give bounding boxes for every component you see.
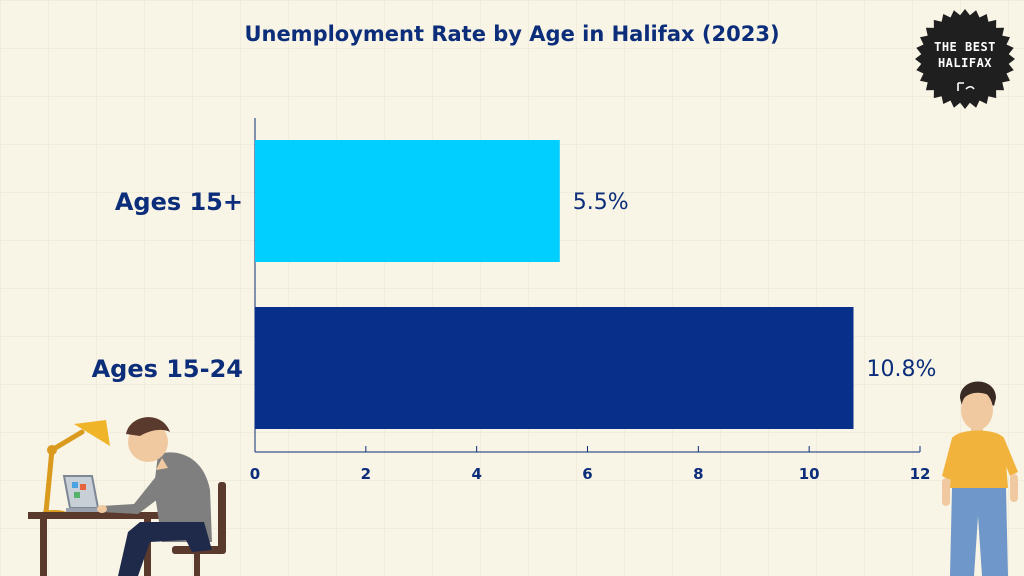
x-tick-label: 6 bbox=[582, 465, 592, 483]
x-tick-label: 4 bbox=[471, 465, 481, 483]
bar-value-label: 10.8% bbox=[867, 357, 937, 382]
bar-value-label: 5.5% bbox=[573, 190, 629, 215]
x-tick-label: 8 bbox=[693, 465, 703, 483]
logo-text-line2: HALIFAX bbox=[937, 56, 993, 70]
chart-title: Unemployment Rate by Age in Halifax (202… bbox=[244, 22, 780, 46]
the-best-halifax-logo: THE BEST HALIFAX bbox=[914, 8, 1016, 110]
logo-text-line1: THE BEST bbox=[934, 40, 996, 54]
category-label: Ages 15-24 bbox=[92, 355, 243, 383]
x-tick-label: 0 bbox=[250, 465, 260, 483]
bar bbox=[255, 307, 854, 429]
person-at-desk-illustration bbox=[28, 417, 226, 576]
x-tick-label: 10 bbox=[799, 465, 820, 483]
x-tick-label: 12 bbox=[910, 465, 931, 483]
x-tick-label: 2 bbox=[361, 465, 371, 483]
logo-badge-shape bbox=[915, 9, 1015, 109]
standing-person-illustration bbox=[942, 381, 1018, 576]
category-label: Ages 15+ bbox=[115, 188, 243, 216]
bar bbox=[255, 140, 560, 262]
